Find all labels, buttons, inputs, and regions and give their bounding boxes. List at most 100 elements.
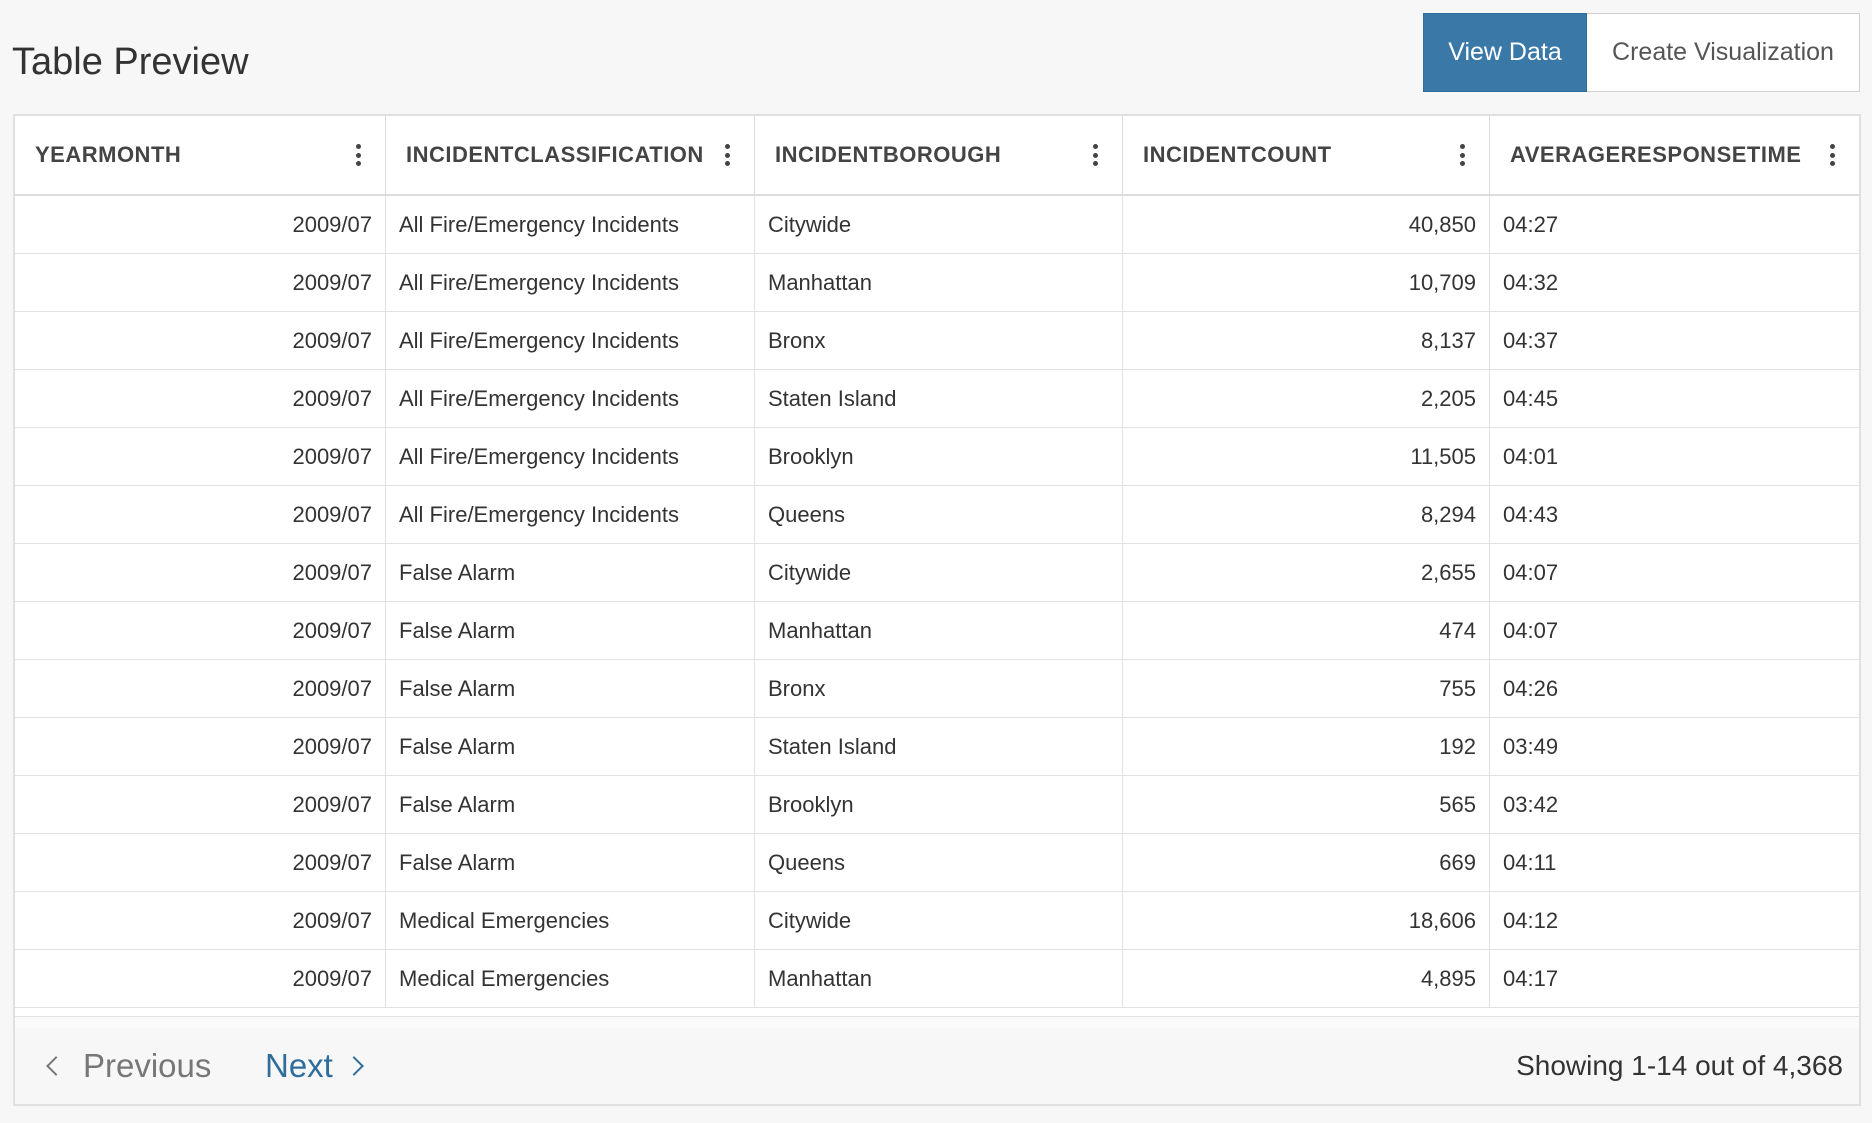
kebab-menu-icon[interactable]: [1829, 144, 1835, 166]
column-header-label: INCIDENTCOUNT: [1143, 142, 1332, 167]
kebab-menu-icon[interactable]: [724, 144, 730, 166]
table-row: 2009/07 All Fire/Emergency Incidents Que…: [15, 486, 1859, 544]
cell-averageresponsetime: 04:32: [1503, 269, 1559, 295]
cell-incidentborough: Citywide: [755, 196, 1123, 253]
column-header-incidentcount[interactable]: INCIDENTCOUNT: [1123, 116, 1490, 194]
cell-incidentclassification: False Alarm: [386, 834, 755, 891]
cell-averageresponsetime: 04:43: [1503, 501, 1559, 527]
cell-incidentclassification: All Fire/Emergency Incidents: [386, 254, 755, 311]
cell-incidentcount: 8,294: [1123, 486, 1490, 543]
data-table: YEARMONTH INCIDENTCLASSIFICATION INCIDEN…: [13, 114, 1861, 1106]
cell-incidentborough: Bronx: [755, 660, 1123, 717]
pagination-bar: Previous Next Showing 1-14 out of 4,368: [15, 1028, 1859, 1104]
previous-page-button[interactable]: Previous: [43, 1047, 211, 1085]
column-header-label: INCIDENTBOROUGH: [775, 142, 1002, 167]
cell-averageresponsetime: 04:27: [1503, 211, 1559, 237]
cell-incidentcount: 2,655: [1123, 544, 1490, 601]
table-row: 2009/07 False Alarm Staten Island 192 03…: [15, 718, 1859, 776]
column-header-incidentborough[interactable]: INCIDENTBOROUGH: [755, 116, 1123, 194]
cell-yearmonth: 2009/07: [15, 196, 386, 253]
table-header-row: YEARMONTH INCIDENTCLASSIFICATION INCIDEN…: [15, 116, 1859, 196]
cell-incidentcount: 755: [1123, 660, 1490, 717]
cell-yearmonth: 2009/07: [15, 312, 386, 369]
cell-incidentcount: 8,137: [1123, 312, 1490, 369]
cell-averageresponsetime: 03:42: [1503, 791, 1559, 817]
cell-yearmonth: 2009/07: [15, 950, 386, 1007]
cell-yearmonth: 2009/07: [15, 428, 386, 485]
cell-averageresponsetime: 04:07: [1503, 559, 1559, 585]
cell-averageresponsetime: 04:07: [1503, 617, 1559, 643]
cell-incidentcount: 565: [1123, 776, 1490, 833]
table-row: 2009/07 All Fire/Emergency Incidents Bro…: [15, 312, 1859, 370]
cell-incidentclassification: False Alarm: [386, 602, 755, 659]
cell-incidentborough: Manhattan: [755, 602, 1123, 659]
view-data-button[interactable]: View Data: [1423, 13, 1587, 92]
cell-averageresponsetime: 04:01: [1503, 443, 1559, 469]
column-header-averageresponsetime[interactable]: AVERAGERESPONSETIME: [1490, 116, 1859, 194]
cell-yearmonth: 2009/07: [15, 544, 386, 601]
table-body: 2009/07 All Fire/Emergency Incidents Cit…: [15, 196, 1859, 1008]
column-header-label: AVERAGERESPONSETIME: [1510, 142, 1802, 167]
cell-yearmonth: 2009/07: [15, 254, 386, 311]
table-row: 2009/07 False Alarm Manhattan 474 04:07: [15, 602, 1859, 660]
cell-incidentborough: Bronx: [755, 312, 1123, 369]
chevron-left-icon: [46, 1056, 66, 1076]
cell-incidentborough: Citywide: [755, 892, 1123, 949]
table-row: 2009/07 Medical Emergencies Citywide 18,…: [15, 892, 1859, 950]
kebab-menu-icon[interactable]: [1459, 144, 1465, 166]
cell-averageresponsetime: 04:26: [1503, 675, 1559, 701]
cell-incidentborough: Manhattan: [755, 950, 1123, 1007]
cell-incidentcount: 474: [1123, 602, 1490, 659]
table-row: 2009/07 False Alarm Citywide 2,655 04:07: [15, 544, 1859, 602]
cell-incidentcount: 4,895: [1123, 950, 1490, 1007]
cell-incidentcount: 192: [1123, 718, 1490, 775]
kebab-menu-icon[interactable]: [1092, 144, 1098, 166]
cell-incidentborough: Queens: [755, 486, 1123, 543]
column-header-label: YEARMONTH: [35, 142, 182, 167]
cell-averageresponsetime: 04:45: [1503, 385, 1559, 411]
cell-incidentcount: 669: [1123, 834, 1490, 891]
cell-incidentcount: 10,709: [1123, 254, 1490, 311]
table-row: 2009/07 All Fire/Emergency Incidents Bro…: [15, 428, 1859, 486]
kebab-menu-icon[interactable]: [355, 144, 361, 166]
cell-incidentclassification: All Fire/Emergency Incidents: [386, 370, 755, 427]
table-row: 2009/07 False Alarm Bronx 755 04:26: [15, 660, 1859, 718]
cell-averageresponsetime: 04:37: [1503, 327, 1559, 353]
previous-label: Previous: [83, 1047, 212, 1084]
cell-incidentcount: 11,505: [1123, 428, 1490, 485]
page-title: Table Preview: [12, 41, 249, 83]
cell-averageresponsetime: 04:11: [1503, 849, 1557, 875]
cell-incidentcount: 40,850: [1123, 196, 1490, 253]
cell-averageresponsetime: 04:12: [1503, 907, 1559, 933]
cell-averageresponsetime: 03:49: [1503, 733, 1559, 759]
cell-incidentclassification: False Alarm: [386, 776, 755, 833]
next-page-button[interactable]: Next: [265, 1047, 364, 1085]
cell-incidentborough: Manhattan: [755, 254, 1123, 311]
next-label: Next: [265, 1047, 333, 1084]
view-toggle-group: View Data Create Visualization: [1423, 13, 1860, 92]
column-header-incidentclassification[interactable]: INCIDENTCLASSIFICATION: [386, 116, 755, 194]
cell-incidentborough: Citywide: [755, 544, 1123, 601]
column-header-yearmonth[interactable]: YEARMONTH: [15, 116, 386, 194]
cell-yearmonth: 2009/07: [15, 718, 386, 775]
table-row: 2009/07 All Fire/Emergency Incidents Man…: [15, 254, 1859, 312]
cell-yearmonth: 2009/07: [15, 660, 386, 717]
cell-yearmonth: 2009/07: [15, 370, 386, 427]
cell-incidentclassification: All Fire/Emergency Incidents: [386, 312, 755, 369]
create-visualization-button[interactable]: Create Visualization: [1587, 13, 1860, 92]
cell-yearmonth: 2009/07: [15, 892, 386, 949]
cell-incidentborough: Staten Island: [755, 718, 1123, 775]
cell-averageresponsetime: 04:17: [1503, 965, 1559, 991]
cell-yearmonth: 2009/07: [15, 834, 386, 891]
cell-yearmonth: 2009/07: [15, 486, 386, 543]
cell-incidentborough: Queens: [755, 834, 1123, 891]
cell-incidentclassification: All Fire/Emergency Incidents: [386, 428, 755, 485]
cell-incidentcount: 2,205: [1123, 370, 1490, 427]
cell-incidentclassification: False Alarm: [386, 718, 755, 775]
cell-yearmonth: 2009/07: [15, 776, 386, 833]
table-row: 2009/07 All Fire/Emergency Incidents Sta…: [15, 370, 1859, 428]
table-row: 2009/07 Medical Emergencies Manhattan 4,…: [15, 950, 1859, 1008]
cell-incidentclassification: False Alarm: [386, 544, 755, 601]
cell-incidentclassification: All Fire/Emergency Incidents: [386, 486, 755, 543]
